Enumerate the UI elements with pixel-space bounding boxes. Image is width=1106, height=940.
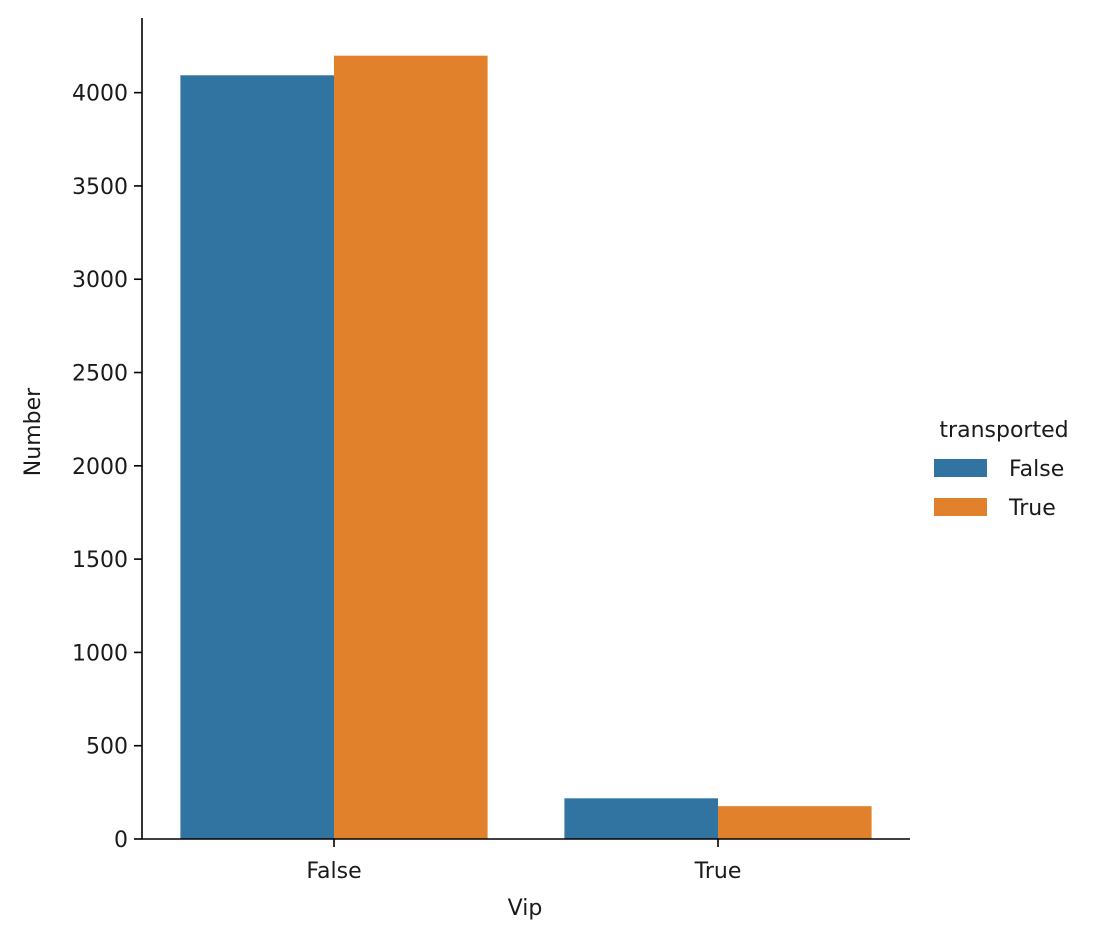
legend-title: transported — [939, 418, 1068, 443]
y-tick-label: 3000 — [72, 268, 128, 293]
y-tick-label: 4000 — [72, 82, 128, 107]
bar-false-series-false — [180, 75, 334, 839]
y-tick-label: 3500 — [72, 175, 128, 200]
y-axis-title: Number — [21, 387, 46, 476]
y-tick-label: 2000 — [72, 455, 128, 480]
legend-label-false: False — [1009, 457, 1064, 482]
plot-area: 0 500 1000 1500 2000 2500 3000 3500 4000 False Tru… — [72, 18, 910, 884]
x-axis-title: Vip — [508, 896, 543, 921]
bar-true-series-false — [564, 798, 718, 839]
bar-false-series-true — [334, 55, 488, 839]
y-tick-label: 2500 — [72, 362, 128, 387]
bar-true-series-true — [718, 806, 872, 839]
x-tick-label: True — [694, 859, 742, 884]
y-tick-label: 1500 — [72, 548, 128, 573]
x-tick-label: False — [306, 859, 361, 884]
legend-swatch-true — [934, 498, 987, 516]
y-tick-label: 500 — [86, 735, 128, 760]
legend-label-true: True — [1008, 496, 1056, 521]
y-tick-label: 0 — [114, 828, 128, 853]
legend-swatch-false — [934, 459, 987, 477]
y-tick-label: 1000 — [72, 641, 128, 666]
legend: transported False True — [934, 418, 1069, 521]
